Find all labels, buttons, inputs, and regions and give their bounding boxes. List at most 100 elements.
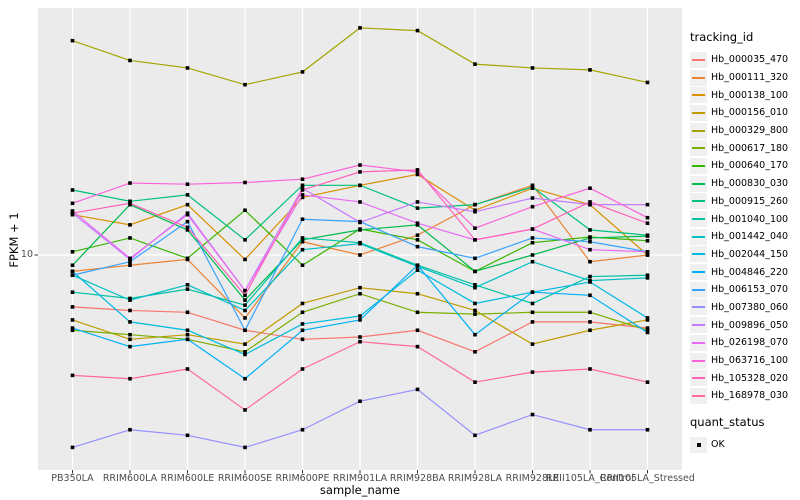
data-point-Hb_105328_020 [128,201,132,206]
data-point-Hb_168978_030 [588,367,592,371]
data-point-Hb_000617_180 [530,310,535,315]
data-point-Hb_000035_470 [70,305,75,309]
data-point-Hb_000111_320 [300,239,305,244]
data-point-Hb_000830_030 [530,253,535,257]
data-point-Hb_000035_470 [473,350,477,354]
data-point-Hb_004846_220 [300,328,305,333]
data-point-Hb_006153_070 [530,236,535,240]
legend-item-Hb_000329_800: Hb_000329_800 [690,122,798,140]
legend-item-Hb_000640_170: Hb_000640_170 [690,157,798,175]
data-point-Hb_009896_050 [645,202,650,207]
y-axis-tick-label: 10 [20,249,33,260]
line-swatch-icon [692,94,705,97]
data-point-Hb_000156_010 [70,318,75,322]
legend-item-label: OK [711,439,725,451]
data-point-Hb_000640_170 [415,238,420,242]
data-point-Hb_007380_060 [588,427,592,432]
data-point-Hb_000156_010 [185,332,190,337]
data-point-Hb_006153_070 [243,328,247,333]
data-point-Hb_168978_030 [128,376,132,381]
data-point-Hb_004846_220 [588,293,592,298]
data-point-Hb_000329_800 [473,62,477,66]
data-point-Hb_002044_150 [415,268,420,272]
data-point-Hb_007380_060 [473,433,477,438]
x-tick-label: RRIM600PE [275,473,329,484]
data-point-Hb_063716_100 [128,181,132,185]
line-swatch-icon [692,58,705,61]
data-point-Hb_063716_100 [185,182,190,186]
data-point-Hb_026198_070 [645,249,650,254]
legend-key-box [690,193,707,210]
legend-item-label: Hb_000138_100 [711,89,789,101]
data-point-Hb_026198_070 [588,247,592,252]
legend-item-Hb_026198_070: Hb_026198_070 [690,334,798,352]
x-axis-title: sample_name [319,483,401,497]
data-point-Hb_000830_030 [185,228,190,232]
legend-panel-quant-status: quant_status OK [690,415,798,454]
data-point-Hb_105328_020 [185,225,190,230]
data-point-Hb_000830_030 [358,228,362,232]
data-point-Hb_000035_470 [128,308,132,313]
data-point-Hb_168978_030 [70,373,75,378]
line-swatch-icon [692,324,705,327]
data-point-Hb_001040_100 [300,236,305,240]
data-point-Hb_000035_470 [300,337,305,342]
data-point-Hb_000915_260 [588,228,592,232]
data-point-Hb_007380_060 [415,387,420,392]
data-point-Hb_000156_010 [530,342,535,346]
data-point-Hb_168978_030 [530,370,535,374]
data-point-Hb_000111_320 [358,253,362,257]
legend-item-Hb_004846_220: Hb_004846_220 [690,263,798,281]
data-point-Hb_000156_010 [588,328,592,333]
legend-item-label: Hb_168978_030 [711,390,789,402]
data-point-Hb_105328_020 [70,211,75,215]
legend-item-label: Hb_000329_800 [711,125,789,137]
legend-item-label: Hb_007380_060 [711,301,789,313]
data-point-Hb_006153_070 [300,217,305,222]
data-point-Hb_168978_030 [358,339,362,344]
legend-key-box [690,175,707,192]
y-axis-title: FPKM + 1 [7,212,21,268]
data-point-Hb_105328_020 [530,227,535,231]
x-tick-label: RRIM901LA [333,473,388,484]
legend-item-Hb_000617_180: Hb_000617_180 [690,139,798,157]
legend-key-box [690,122,707,139]
data-point-Hb_063716_100 [415,170,420,174]
data-point-Hb_000640_170 [300,263,305,268]
data-point-Hb_001040_100 [645,273,650,278]
data-point-Hb_000617_180 [70,328,75,333]
data-point-Hb_000915_260 [415,206,420,210]
data-point-Hb_004846_220 [243,376,247,381]
data-point-Hb_000830_030 [588,236,592,240]
square-point-icon [696,442,701,447]
legend-key-box [690,317,707,334]
data-point-Hb_000830_030 [243,298,247,302]
data-point-Hb_001442_040 [185,282,190,287]
data-point-Hb_063716_100 [530,204,535,209]
data-point-Hb_063716_100 [70,201,75,206]
data-point-Hb_001040_100 [243,303,247,307]
data-point-Hb_000830_030 [473,269,477,274]
legend-item-label: Hb_000830_030 [711,178,789,190]
line-swatch-icon [692,76,705,79]
data-point-Hb_007380_060 [645,427,650,432]
data-point-Hb_000640_170 [243,208,247,213]
data-point-Hb_000329_800 [243,82,247,87]
data-point-Hb_000035_470 [358,335,362,339]
data-point-Hb_004846_220 [70,326,75,330]
data-point-Hb_004846_220 [358,318,362,322]
data-point-Hb_009896_050 [530,196,535,200]
line-swatch-icon [692,306,705,309]
data-point-Hb_001040_100 [588,274,592,279]
legend-items-tracking-id: Hb_000035_470 Hb_000111_320 Hb_000138_100 H… [690,51,798,405]
data-point-Hb_000617_180 [415,310,420,315]
data-point-Hb_001040_100 [530,301,535,306]
legend-title-quant-status: quant_status [690,414,765,429]
legend-key-box [690,281,707,298]
data-point-Hb_001442_040 [530,259,535,264]
legend-item-label: Hb_002044_150 [711,248,789,260]
legend-item-label: Hb_000915_260 [711,195,789,207]
data-point-Hb_105328_020 [243,293,247,298]
data-point-Hb_007380_060 [300,427,305,432]
legend-item-label: Hb_063716_100 [711,355,789,367]
